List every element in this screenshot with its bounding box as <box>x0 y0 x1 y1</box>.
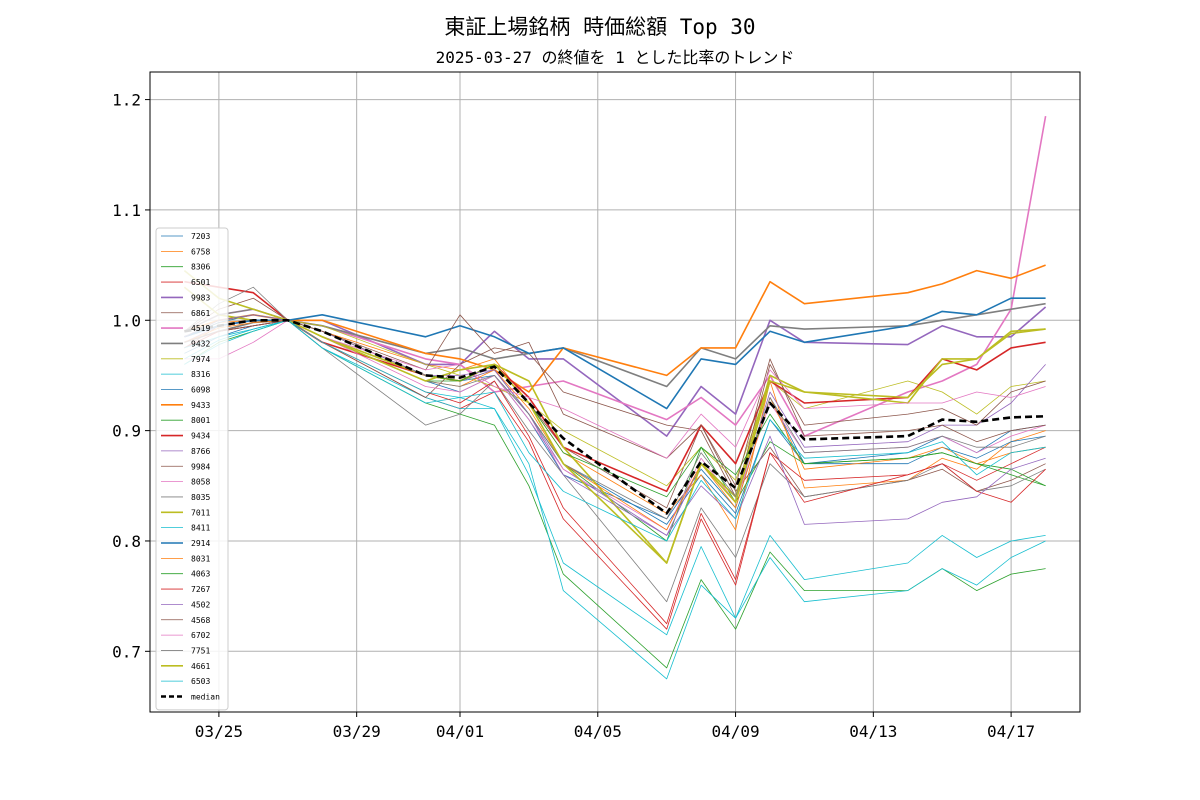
legend-label-8001: 8001 <box>191 416 210 425</box>
x-tick-label: 04/05 <box>574 722 622 741</box>
legend-label-6503: 6503 <box>191 677 210 686</box>
legend-label-9432: 9432 <box>191 339 210 348</box>
legend-label-8766: 8766 <box>191 447 210 456</box>
legend-label-4063: 4063 <box>191 570 210 579</box>
series-line-8411 <box>184 319 1046 680</box>
legend-label-7203: 7203 <box>191 232 210 241</box>
series-line-median <box>184 318 1046 515</box>
legend-label-9433: 9433 <box>191 401 210 410</box>
x-tick-label: 04/09 <box>711 722 759 741</box>
series-layer <box>183 115 1047 680</box>
legend: 7203 6758 8306 6501 9983 6861 4519 9432 7974 8316… <box>155 227 229 711</box>
legend-label-median: median <box>191 693 220 702</box>
legend-label-8411: 8411 <box>191 524 210 533</box>
legend-label-9983: 9983 <box>191 293 210 302</box>
chart-subtitle: 2025-03-27 の終値を 1 とした比率のトレンド <box>436 48 795 67</box>
y-tick-label: 0.9 <box>112 422 141 441</box>
legend-label-7011: 7011 <box>191 508 210 517</box>
legend-label-6702: 6702 <box>191 631 210 640</box>
legend-label-4519: 4519 <box>191 324 210 333</box>
series-line-6503 <box>184 319 1046 542</box>
legend-label-2914: 2914 <box>191 539 210 548</box>
series-line-9433 <box>184 264 1046 393</box>
x-tick-label: 04/17 <box>987 722 1035 741</box>
y-tick-label: 0.7 <box>112 642 141 661</box>
x-tick-label: 04/13 <box>849 722 897 741</box>
legend-label-4568: 4568 <box>191 616 210 625</box>
legend-label-8306: 8306 <box>191 263 210 272</box>
y-tick-label: 0.8 <box>112 532 141 551</box>
plot-background <box>150 72 1080 712</box>
x-tick-label: 03/29 <box>333 722 381 741</box>
legend-label-6758: 6758 <box>191 247 210 256</box>
y-axis: 0.7 0.8 0.9 1.0 1.1 1.2 <box>112 91 150 661</box>
legend-label-4502: 4502 <box>191 600 210 609</box>
legend-label-7267: 7267 <box>191 585 210 594</box>
y-tick-label: 1.1 <box>112 201 141 220</box>
y-tick-label: 1.0 <box>112 311 141 330</box>
y-tick-label: 1.2 <box>112 91 141 110</box>
legend-label-4661: 4661 <box>191 662 210 671</box>
legend-label-9984: 9984 <box>191 462 210 471</box>
x-tick-label: 03/25 <box>195 722 243 741</box>
series-line-2914 <box>184 297 1046 410</box>
chart-title: 東証上場銘柄 時価総額 Top 30 <box>444 15 755 39</box>
legend-label-6501: 6501 <box>191 278 210 287</box>
legend-label-9434: 9434 <box>191 432 210 441</box>
legend-label-8316: 8316 <box>191 370 210 379</box>
plot-frame <box>149 71 1081 713</box>
legend-label-7751: 7751 <box>191 646 210 655</box>
legend-label-8058: 8058 <box>191 478 210 487</box>
legend-label-6098: 6098 <box>191 386 210 395</box>
legend-label-8031: 8031 <box>191 554 210 563</box>
x-tick-label: 04/01 <box>436 722 484 741</box>
legend-label-7974: 7974 <box>191 355 210 364</box>
legend-label-6861: 6861 <box>191 309 210 318</box>
x-axis: 03/25 03/29 04/01 04/05 04/09 04/13 04/17 <box>195 712 1035 741</box>
legend-label-8035: 8035 <box>191 493 210 502</box>
